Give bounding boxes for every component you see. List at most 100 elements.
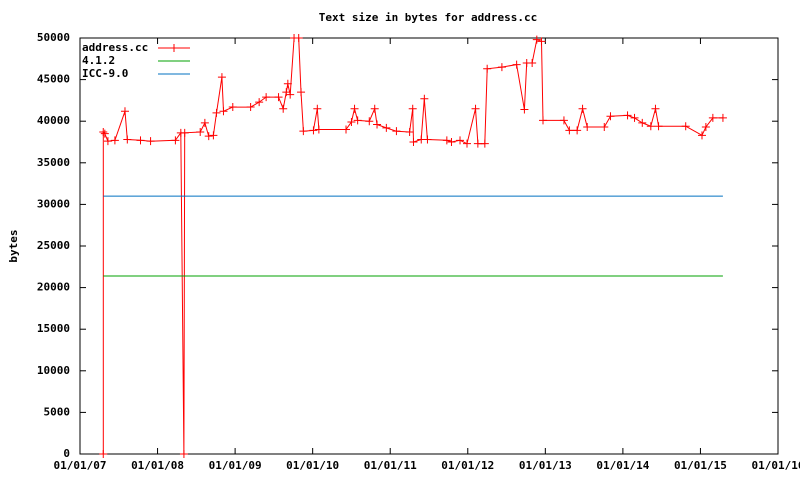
x-tick-label: 01/01/15 <box>674 459 727 472</box>
point <box>365 117 374 126</box>
legend-marker <box>170 44 178 52</box>
y-tick-label: 40000 <box>37 114 70 127</box>
point <box>136 136 145 145</box>
point <box>100 129 109 138</box>
point <box>179 450 188 458</box>
legend-label: 4.1.2 <box>82 54 115 67</box>
point <box>532 35 541 44</box>
point <box>520 105 529 114</box>
point <box>606 112 615 121</box>
x-tick-label: 01/01/11 <box>364 459 417 472</box>
point <box>697 131 706 140</box>
point <box>651 104 660 113</box>
y-tick-label: 35000 <box>37 156 70 169</box>
point <box>110 136 119 145</box>
point <box>212 108 221 117</box>
point <box>681 122 690 131</box>
point <box>583 123 592 132</box>
y-tick-label: 20000 <box>37 281 70 294</box>
point <box>382 123 391 132</box>
point <box>392 127 401 136</box>
x-tick-label: 01/01/10 <box>286 459 339 472</box>
point <box>373 120 382 129</box>
point <box>274 93 283 102</box>
point <box>483 64 492 73</box>
point <box>196 128 205 137</box>
point <box>512 60 521 69</box>
x-tick-label: 01/01/14 <box>596 459 649 472</box>
x-tick-label: 01/01/16 <box>752 459 800 472</box>
point <box>539 116 548 125</box>
point <box>480 139 489 148</box>
point <box>456 136 465 145</box>
point <box>701 123 710 132</box>
point <box>370 104 379 113</box>
point <box>638 118 647 127</box>
point <box>286 90 295 99</box>
point <box>708 113 717 122</box>
point <box>313 104 322 113</box>
point <box>347 118 356 127</box>
y-tick-label: 15000 <box>37 322 70 335</box>
point <box>405 128 414 137</box>
y-tick-label: 30000 <box>37 197 70 210</box>
point <box>299 127 308 136</box>
y-tick-label: 50000 <box>37 31 70 44</box>
y-tick-label: 25000 <box>37 239 70 252</box>
point <box>99 450 108 458</box>
legend-label: ICC-9.0 <box>82 67 128 80</box>
point <box>120 107 129 116</box>
x-tick-label: 01/01/08 <box>131 459 184 472</box>
point <box>314 125 323 134</box>
point <box>209 131 218 140</box>
point <box>559 116 568 125</box>
point <box>623 111 632 120</box>
plot-border <box>79 37 779 455</box>
point <box>471 104 480 113</box>
point <box>228 103 237 112</box>
point <box>463 139 472 148</box>
point <box>528 58 537 67</box>
chart-title: Text size in bytes for address.cc <box>319 11 538 24</box>
point <box>353 116 362 125</box>
point <box>217 73 226 82</box>
x-tick-label: 01/01/07 <box>54 459 107 472</box>
legend-label: address.cc <box>82 41 148 54</box>
y-tick-label: 10000 <box>37 364 70 377</box>
point <box>447 138 456 146</box>
point <box>654 122 663 131</box>
point <box>423 135 432 144</box>
point <box>350 104 359 113</box>
point <box>309 126 318 135</box>
point <box>204 132 213 141</box>
y-axis-label: bytes <box>7 229 20 262</box>
x-tick-label: 01/01/09 <box>209 459 262 472</box>
point <box>565 126 574 135</box>
point <box>246 103 255 112</box>
point <box>180 128 189 137</box>
point <box>297 88 306 97</box>
point <box>497 63 506 72</box>
point <box>342 125 351 134</box>
point <box>200 118 209 127</box>
point <box>255 98 264 107</box>
point <box>442 136 451 145</box>
y-tick-label: 45000 <box>37 73 70 86</box>
point <box>408 104 417 113</box>
point <box>103 137 112 146</box>
point <box>219 107 228 116</box>
point <box>262 93 271 102</box>
point <box>171 136 180 145</box>
point <box>279 104 288 113</box>
y-tick-label: 0 <box>63 447 70 460</box>
point <box>99 128 108 137</box>
point <box>646 122 655 131</box>
point <box>420 94 429 103</box>
point <box>123 135 132 144</box>
point <box>294 34 303 42</box>
x-tick-label: 01/01/12 <box>441 459 494 472</box>
y-tick-label: 5000 <box>44 405 71 418</box>
point <box>409 138 418 146</box>
